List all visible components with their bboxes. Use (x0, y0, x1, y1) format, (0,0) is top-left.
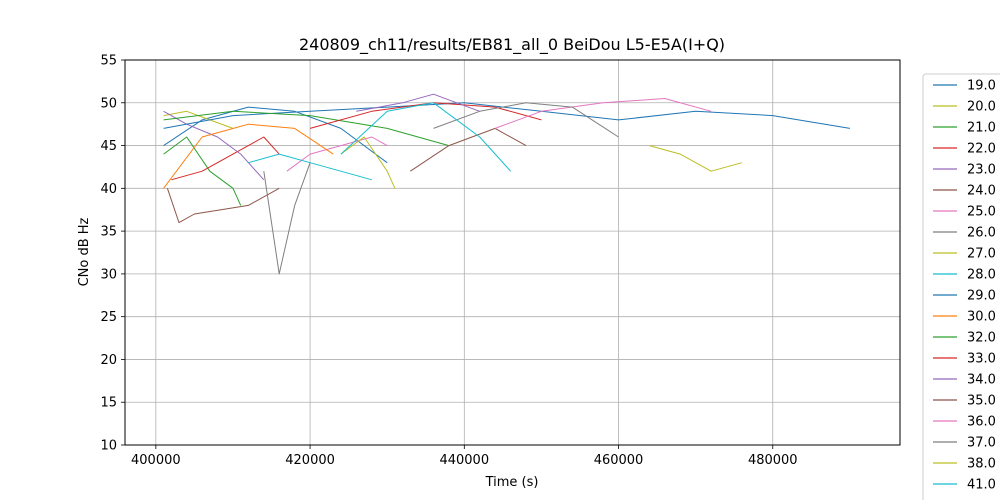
y-tick-label: 45 (100, 139, 117, 154)
series-line-21.0 (163, 136, 242, 206)
legend-box (922, 73, 1000, 500)
series-line-24.0 (166, 187, 280, 224)
chart-title: 240809_ch11/results/EB81_all_0 BeiDou L5… (299, 35, 725, 55)
legend-label: 37.0 (967, 436, 996, 451)
legend-label: 35.0 (967, 394, 996, 409)
y-tick-label: 55 (100, 54, 117, 69)
x-tick-label: 440000 (439, 453, 489, 468)
x-tick-label: 420000 (285, 453, 335, 468)
legend-label: 19.0 (967, 79, 996, 94)
legend-label: 22.0 (967, 142, 996, 157)
legend-label: 27.0 (967, 247, 996, 262)
x-axis-label: Time (s) (485, 475, 539, 490)
legend-label: 24.0 (967, 184, 996, 199)
y-axis-label: CNo dB Hz (77, 217, 92, 286)
series-line-25.0 (286, 136, 388, 172)
y-axis-ticks: 10 15 20 25 30 35 40 45 50 55 (100, 54, 125, 454)
series-line-26.0 (263, 162, 311, 275)
legend-label: 34.0 (967, 373, 996, 388)
series-line-22.0 (171, 136, 280, 181)
y-tick-label: 20 (100, 353, 117, 368)
legend-label: 32.0 (967, 331, 996, 346)
series-line-34.0 (356, 93, 480, 112)
y-tick-label: 40 (100, 182, 117, 197)
legend-label: 30.0 (967, 310, 996, 325)
series-layer (163, 93, 850, 275)
y-tick-label: 30 (100, 267, 117, 282)
series-line-30.0 (163, 123, 334, 189)
legend-label: 41.0 (967, 478, 996, 493)
series-line-35.0 (410, 127, 527, 172)
x-tick-label: 480000 (748, 453, 798, 468)
legend-label: 28.0 (967, 268, 996, 283)
plot-frame (124, 59, 901, 446)
legend-label: 25.0 (967, 205, 996, 220)
x-tick-label: 400000 (131, 453, 181, 468)
series-line-36.0 (494, 98, 712, 129)
series-line-41.0 (340, 102, 511, 172)
x-axis-ticks: 400000 420000 440000 460000 480000 (131, 445, 798, 468)
y-tick-label: 10 (100, 439, 117, 454)
legend-label: 26.0 (967, 226, 996, 241)
legend-label: 20.0 (967, 100, 996, 115)
series-line-37.0 (433, 102, 619, 138)
y-tick-label: 15 (100, 396, 117, 411)
series-line-19.0 (163, 106, 388, 164)
legend-label: 33.0 (967, 352, 996, 367)
series-line-28.0 (248, 153, 372, 181)
legend-label: 21.0 (967, 121, 996, 136)
series-line-27.0 (340, 136, 396, 189)
legend: 19.0 20.0 21.0 22.0 23.0 24.0 25.0 26.0 27.0 28.0… (922, 73, 1000, 500)
legend-label: 36.0 (967, 415, 996, 430)
series-line-32.0 (163, 110, 450, 147)
y-tick-label: 35 (100, 225, 117, 240)
y-tick-label: 50 (100, 96, 117, 111)
y-tick-label: 25 (100, 310, 117, 325)
legend-label: 38.0 (967, 457, 996, 472)
series-line-38.0 (649, 145, 743, 172)
legend-label: 29.0 (967, 289, 996, 304)
x-tick-label: 460000 (594, 453, 644, 468)
legend-label: 23.0 (967, 163, 996, 178)
